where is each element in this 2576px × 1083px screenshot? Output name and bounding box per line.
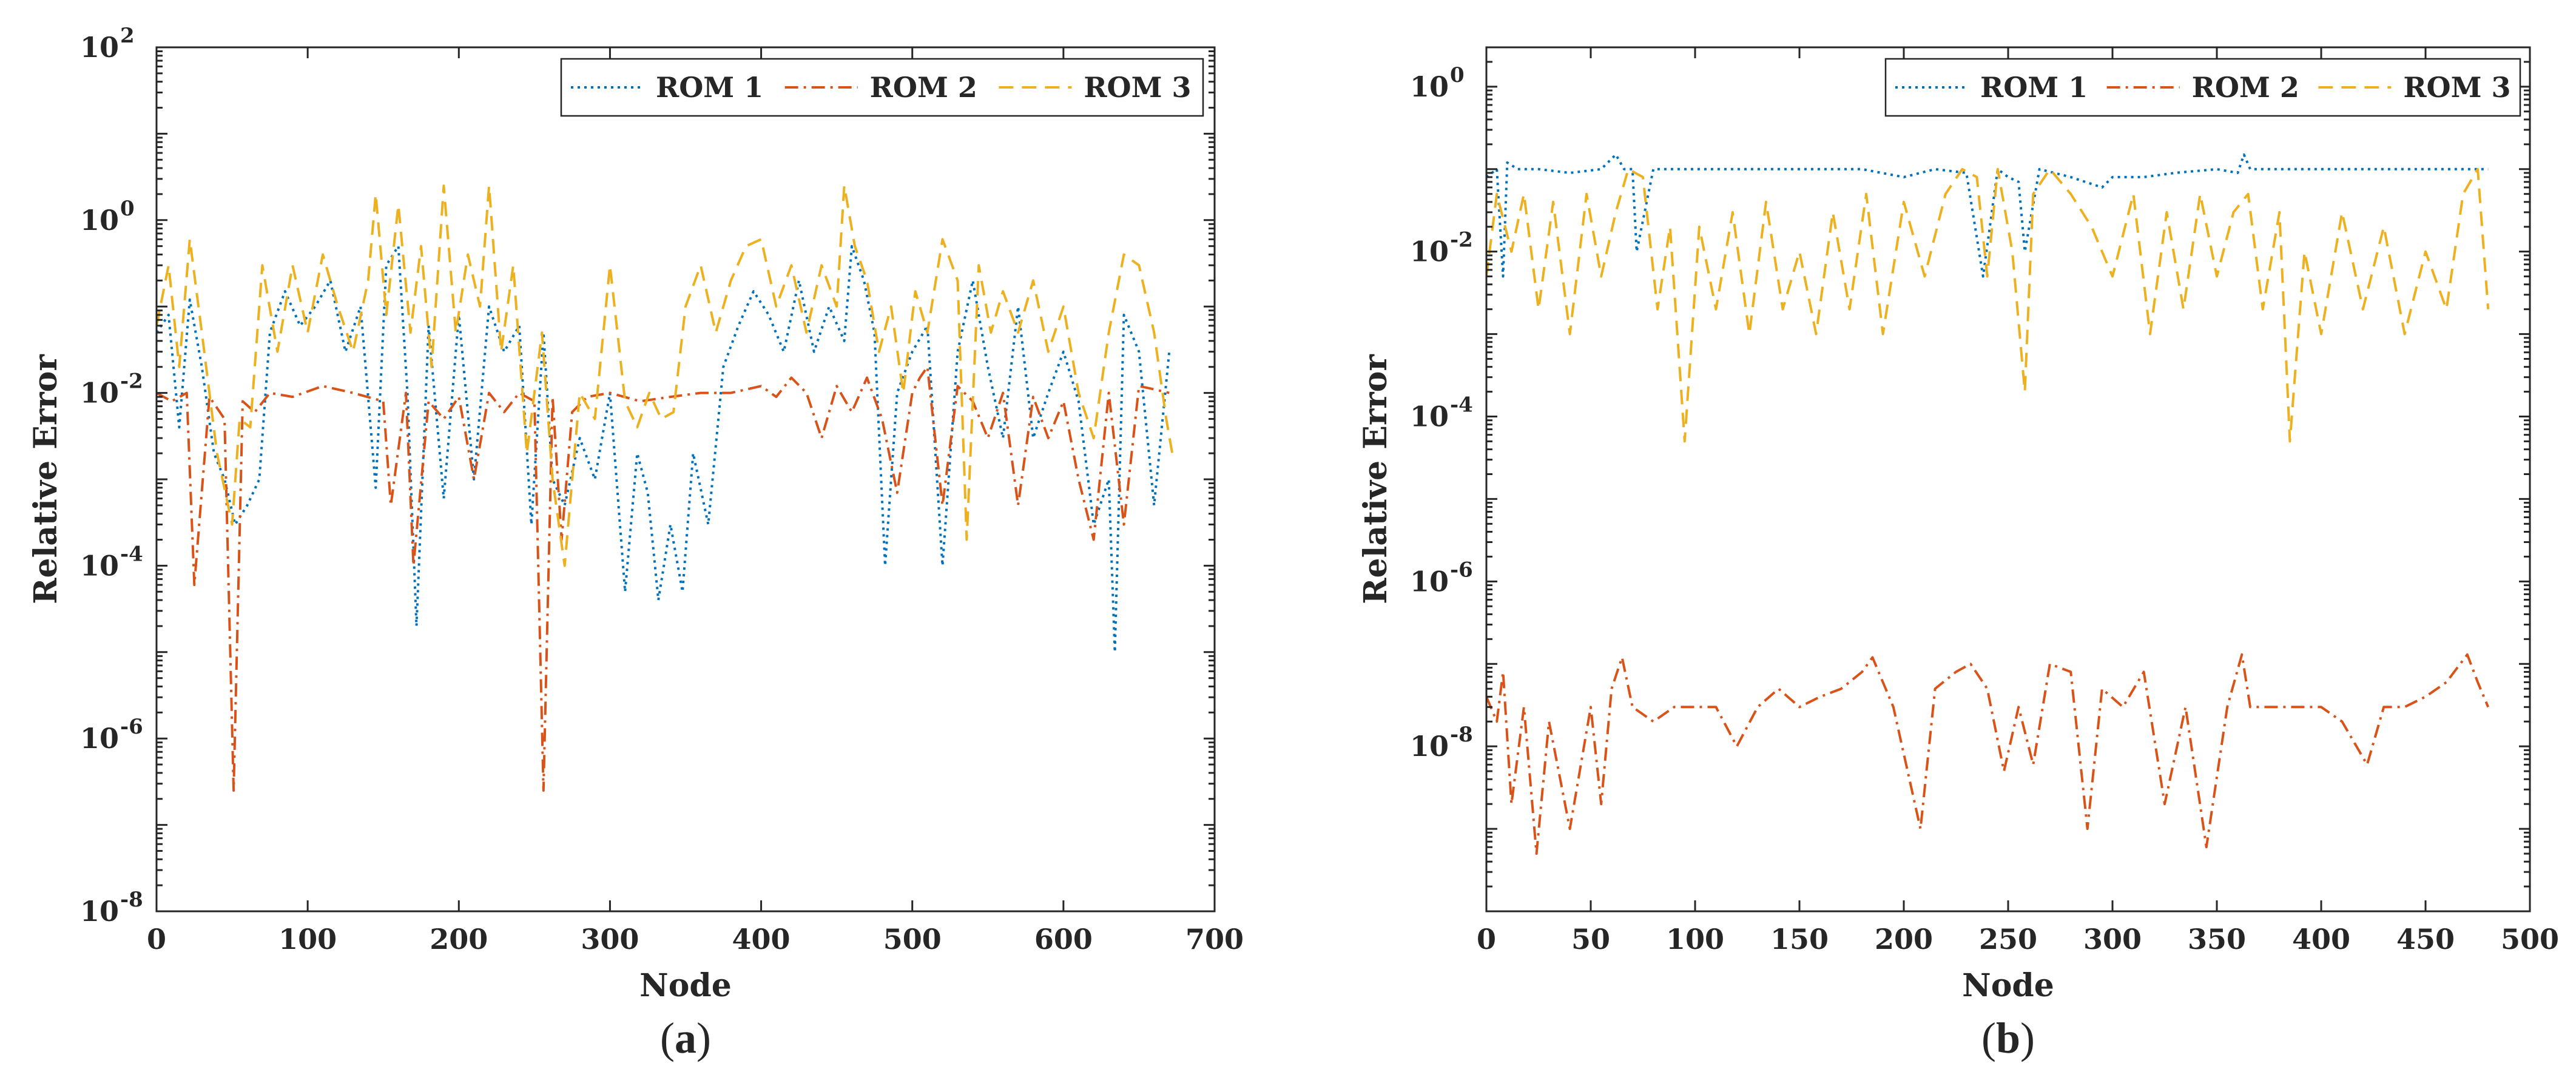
y-tick-exponent-a: -8 (120, 888, 143, 912)
legend-b: ROM 1 ROM 2 ROM 3 (1884, 58, 2521, 117)
series-line-b-3 (1486, 167, 2490, 443)
y-tick-exponent-b: -8 (1450, 723, 1473, 747)
legend-a: ROM 1 ROM 2 ROM 3 (560, 58, 1204, 117)
x-tick-label-a: 0 (147, 923, 166, 956)
y-tick-label-a: 10 (80, 377, 119, 410)
x-tick-label-b: 250 (1979, 923, 2037, 956)
plot-area-a (157, 47, 1215, 911)
legend-box-b (1884, 58, 2521, 117)
chart-panel-b: 0 50 100 150 200 250 300 350 400 450 50010-810-610… (1357, 46, 2559, 1062)
y-tick-exponent-a: 0 (120, 197, 135, 221)
y-tick-exponent-a: -2 (120, 369, 143, 394)
legend-label-a-2: ROM 2 (870, 71, 977, 104)
x-tick-label-a: 700 (1185, 923, 1244, 956)
y-tick-label-b: 10 (1410, 70, 1449, 103)
y-tick-exponent-b: -2 (1450, 228, 1473, 252)
y-tick-label-a: 10 (80, 549, 119, 582)
y-tick-exponent-b: -4 (1450, 393, 1473, 417)
x-tick-label-b: 150 (1770, 923, 1829, 956)
legend-label-a-3: ROM 3 (1084, 71, 1191, 104)
series-line-b-2 (1486, 653, 2490, 855)
series-line-a-2 (157, 365, 1170, 792)
y-axis-label-b: Relative Error (1357, 354, 1394, 604)
y-tick-label-b: 10 (1410, 235, 1449, 268)
x-tick-label-b: 0 (1477, 923, 1496, 956)
y-tick-label-b: 10 (1410, 565, 1449, 598)
legend-label-b-3: ROM 3 (2403, 71, 2510, 104)
x-tick-label-b: 100 (1666, 923, 1724, 956)
x-tick-label-b: 400 (2292, 923, 2350, 956)
x-tick-label-a: 200 (430, 923, 488, 956)
y-tick-label-b: 10 (1410, 400, 1449, 433)
series-line-b-1 (1486, 153, 2489, 278)
x-tick-label-b: 200 (1875, 923, 1933, 956)
y-axis-label-a: Relative Error (27, 354, 64, 604)
y-tick-label-a: 10 (80, 204, 119, 237)
y-tick-label-b: 10 (1410, 730, 1449, 763)
x-tick-label-b: 350 (2188, 923, 2246, 956)
series-line-a-3 (157, 184, 1174, 567)
x-tick-label-b: 300 (2083, 923, 2142, 956)
x-tick-label-a: 400 (732, 923, 791, 956)
y-tick-exponent-a: -4 (120, 542, 143, 566)
legend-label-a-1: ROM 1 (656, 71, 763, 104)
panel-label-b: (b) (1981, 1014, 2035, 1062)
y-tick-exponent-a: -6 (120, 715, 143, 739)
y-tick-exponent-b: -6 (1450, 558, 1473, 582)
x-tick-label-a: 500 (883, 923, 942, 956)
legend-box-a (560, 58, 1204, 117)
plot-area-b (1486, 47, 2530, 911)
series-line-a-1 (157, 245, 1171, 653)
y-tick-label-a: 10 (80, 895, 119, 928)
x-axis-label-a: Node (639, 967, 732, 1004)
y-tick-label-a: 10 (80, 31, 119, 64)
legend-label-b-1: ROM 1 (1980, 71, 2088, 104)
y-tick-exponent-b: 0 (1450, 63, 1465, 87)
x-tick-label-b: 450 (2396, 923, 2455, 956)
x-tick-label-a: 300 (581, 923, 639, 956)
panel-label-a: (a) (660, 1014, 711, 1062)
chart-panel-a: 0 100 200 300 400 500 600 70010-810-610-410-210… (27, 24, 1244, 1062)
x-tick-label-b: 50 (1571, 923, 1610, 956)
legend-label-b-2: ROM 2 (2192, 71, 2299, 104)
x-tick-label-a: 600 (1034, 923, 1093, 956)
y-tick-exponent-a: 2 (120, 24, 135, 48)
y-tick-label-a: 10 (80, 722, 119, 755)
x-axis-label-b: Node (1962, 967, 2054, 1004)
x-tick-label-b: 500 (2501, 923, 2559, 956)
x-tick-label-a: 100 (278, 923, 337, 956)
